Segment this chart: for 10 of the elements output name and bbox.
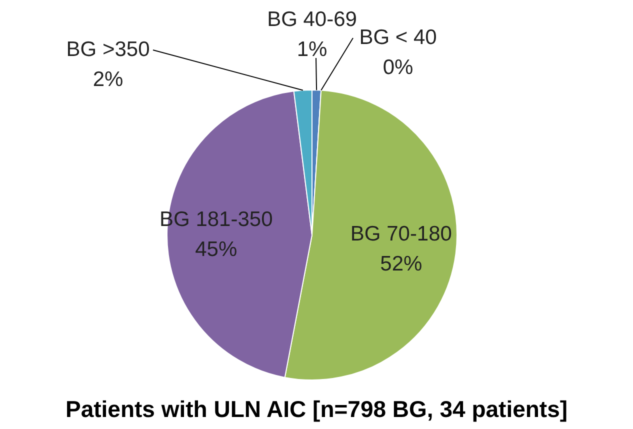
text: Patients with ULN AIC [n=798 BG, 34 patients] — [65, 396, 568, 422]
data-label: 45% — [195, 238, 238, 262]
slice-label: BG 40-69 — [267, 8, 357, 31]
data-label: 52% — [380, 252, 422, 276]
category-label: BG < 40 — [359, 26, 437, 49]
data-label: 2% — [92, 68, 124, 91]
slice-label: BG >350 — [66, 38, 150, 61]
slice-label: BG 70-180 — [350, 222, 452, 246]
text: 0% — [382, 56, 414, 79]
data-label: 1% — [296, 38, 328, 61]
